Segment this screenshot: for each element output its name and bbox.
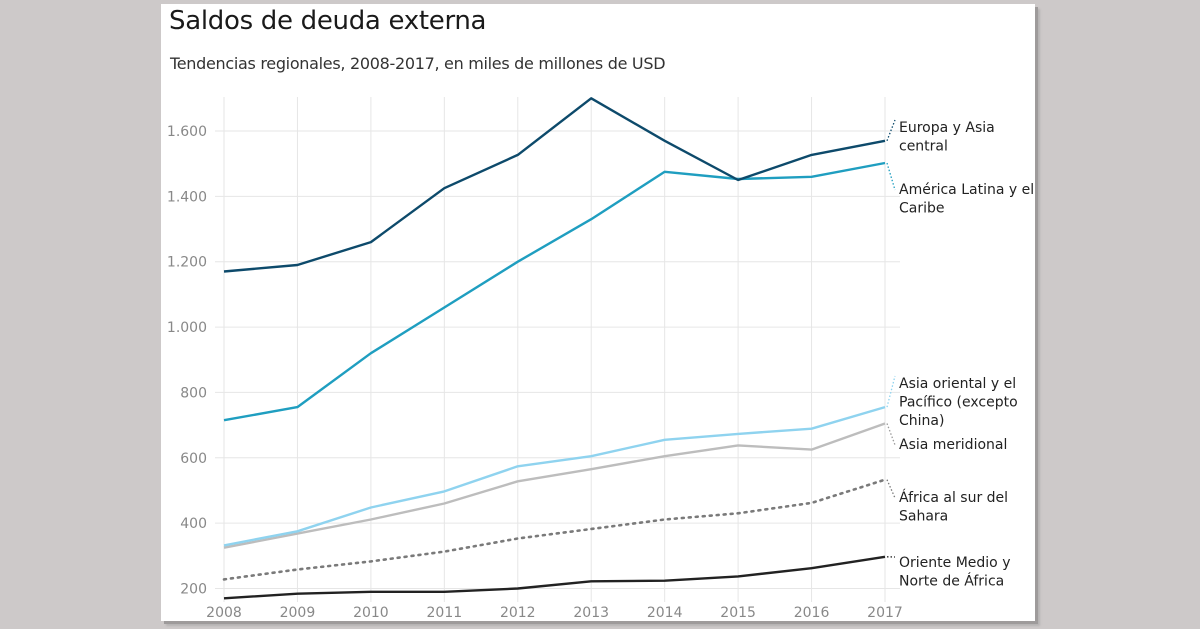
x-tick-label: 2010 <box>353 605 389 621</box>
y-tick-label: 400 <box>180 516 207 532</box>
series-line <box>223 161 886 422</box>
series-label: Oriente Medio y <box>899 555 1010 571</box>
series-line <box>223 555 886 600</box>
x-tick-label: 2017 <box>867 605 903 621</box>
x-tick-label: 2012 <box>500 605 536 621</box>
x-tick-label: 2015 <box>720 605 756 621</box>
label-connector <box>886 423 896 446</box>
series-lines <box>222 97 887 600</box>
chart-subtitle: Tendencias regionales, 2008-2017, en mil… <box>170 54 666 73</box>
series-label: Caribe <box>899 201 945 217</box>
y-tick-label: 200 <box>180 582 207 598</box>
x-axis-ticks: 2008 2009 2010 2011 2012 2013 2014 2015 2016 2017 <box>206 605 903 621</box>
series-line <box>223 97 886 273</box>
label-connector <box>886 119 896 142</box>
series-label: Europa y Asia <box>899 120 995 136</box>
y-tick-label: 600 <box>180 451 207 467</box>
x-tick-label: 2011 <box>427 605 463 621</box>
label-connector <box>886 479 896 499</box>
x-tick-label: 2016 <box>794 605 830 621</box>
y-axis-ticks: 200 400 600 800 1.000 1.200 1.400 1.600 <box>167 124 207 598</box>
x-tick-label: 2009 <box>280 605 316 621</box>
y-tick-label: 1.400 <box>167 189 207 205</box>
x-tick-label: 2008 <box>206 605 242 621</box>
series-label: Asia oriental y el <box>899 376 1016 392</box>
series-label: Pacífico (excepto <box>899 395 1018 411</box>
label-connector <box>886 162 896 191</box>
series-label: Norte de África <box>899 573 1004 590</box>
y-tick-label: 1.200 <box>167 255 207 271</box>
gridlines <box>215 97 900 602</box>
label-connector <box>886 375 896 408</box>
series-label: Asia meridional <box>899 437 1007 453</box>
y-tick-label: 800 <box>180 385 207 401</box>
series-label: América Latina y el <box>899 182 1034 198</box>
series-line <box>223 422 886 549</box>
chart-title: Saldos de deuda externa <box>169 6 487 36</box>
series-line <box>222 478 887 581</box>
y-tick-label: 1.000 <box>167 320 207 336</box>
series-label: central <box>899 139 948 155</box>
series-labels: Europa y Asia central América Latina y el C… <box>886 119 1034 590</box>
chart-panel <box>161 4 1035 621</box>
series-label: África al sur del <box>899 489 1008 506</box>
series-line <box>223 405 886 547</box>
y-tick-label: 1.600 <box>167 124 207 140</box>
x-tick-label: 2014 <box>647 605 683 621</box>
x-tick-label: 2013 <box>573 605 609 621</box>
series-label: Sahara <box>899 509 948 525</box>
series-label: China) <box>899 413 944 429</box>
